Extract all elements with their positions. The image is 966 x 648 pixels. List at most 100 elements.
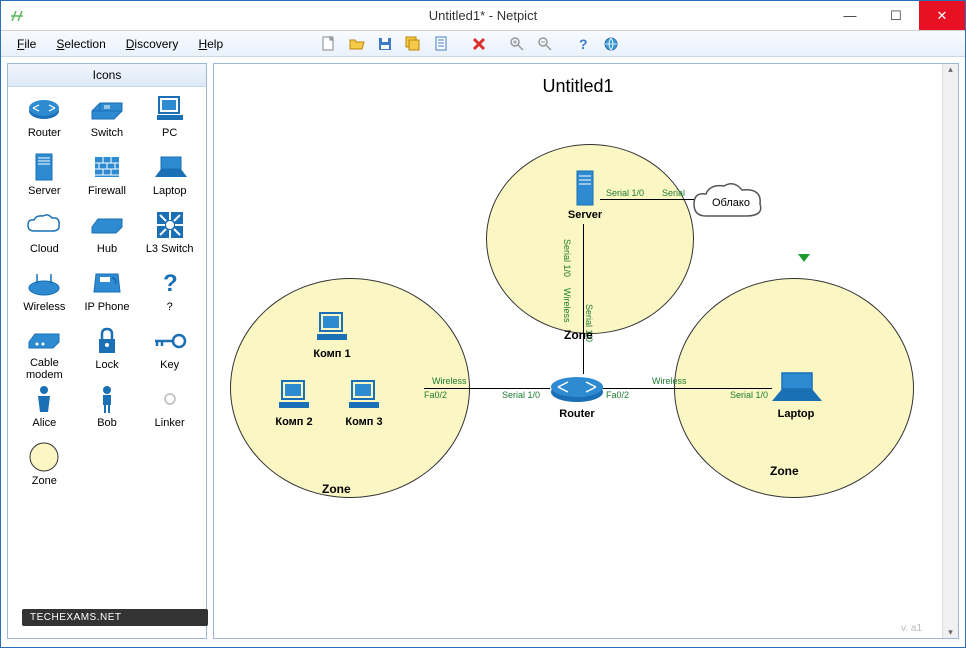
palette-switch[interactable]: Switch: [77, 93, 138, 149]
document-icon[interactable]: [432, 35, 450, 53]
titlebar: Untitled1* - Netpict — ☐ ✕: [1, 1, 965, 31]
selection-marker: [798, 254, 810, 262]
palette-label: Server: [28, 185, 60, 197]
palette-l3switch[interactable]: L3 Switch: [139, 209, 200, 265]
menu-selection[interactable]: Selection: [48, 34, 113, 54]
key-icon: [152, 325, 188, 357]
palette-bob[interactable]: Bob: [77, 383, 138, 439]
cloud-icon: Облако: [690, 180, 766, 224]
link-router-right[interactable]: [598, 388, 772, 389]
techexams-logo: TECHEXAMS.NET: [22, 609, 208, 626]
close-button[interactable]: ✕: [919, 1, 965, 30]
palette-label: Hub: [97, 243, 117, 255]
link-server-router[interactable]: [583, 224, 584, 374]
link-label: Wireless: [562, 288, 572, 323]
palette-alice[interactable]: Alice: [14, 383, 75, 439]
node-comp3[interactable]: Комп 3: [342, 378, 386, 428]
palette-question[interactable]: ??: [139, 267, 200, 323]
node-laptop[interactable]: Laptop: [770, 370, 822, 420]
sidebar-title: Icons: [8, 64, 206, 87]
cloud-icon: [26, 209, 62, 241]
ipphone-icon: [89, 267, 125, 299]
question-icon: ?: [152, 267, 188, 299]
palette-label: L3 Switch: [146, 243, 194, 255]
diagram-canvas[interactable]: Untitled1 Serial 1/0 Serial Serial 1/0 W…: [214, 64, 942, 638]
menu-help[interactable]: Help: [190, 34, 231, 54]
laptop-icon: [770, 370, 822, 406]
palette-label: Bob: [97, 417, 117, 429]
node-label: Router: [559, 408, 594, 420]
node-cloud[interactable]: Облако: [690, 180, 766, 224]
palette-laptop[interactable]: Laptop: [139, 151, 200, 207]
svg-text:?: ?: [579, 36, 588, 52]
palette-ipphone[interactable]: IP Phone: [77, 267, 138, 323]
version-label: v. a1: [901, 623, 922, 634]
palette-server[interactable]: Server: [14, 151, 75, 207]
pc-icon: [152, 93, 188, 125]
link-label: Serial 1/0: [502, 390, 540, 400]
link-label: Wireless: [432, 376, 467, 386]
node-server[interactable]: Server: [563, 171, 607, 221]
new-file-icon[interactable]: [320, 35, 338, 53]
node-label: Комп 1: [313, 348, 350, 360]
delete-icon[interactable]: [470, 35, 488, 53]
menu-discovery[interactable]: Discovery: [118, 34, 187, 54]
link-server-cloud[interactable]: [600, 199, 696, 200]
diagram-title: Untitled1: [214, 76, 942, 97]
switch-icon: [89, 93, 125, 125]
svg-text:?: ?: [163, 270, 178, 297]
save-all-icon[interactable]: [404, 35, 422, 53]
window-controls: — ☐ ✕: [827, 1, 965, 30]
palette-router[interactable]: Router: [14, 93, 75, 149]
laptop-icon: [152, 151, 188, 183]
cablemodem-icon: [26, 325, 62, 355]
zone-label: Zone: [322, 482, 351, 496]
node-label: Laptop: [778, 408, 815, 420]
palette-wireless[interactable]: Wireless: [14, 267, 75, 323]
link-label: Fa0/2: [606, 390, 629, 400]
lock-icon: [89, 325, 125, 357]
bob-icon: [89, 383, 125, 415]
node-router[interactable]: Router: [548, 370, 606, 420]
minimize-button[interactable]: —: [827, 1, 873, 30]
palette-lock[interactable]: Lock: [77, 325, 138, 381]
router-icon: [26, 93, 62, 125]
palette-key[interactable]: Key: [139, 325, 200, 381]
palette-cablemodem[interactable]: Cable modem: [14, 325, 75, 381]
maximize-button[interactable]: ☐: [873, 1, 919, 30]
linker-icon: [152, 383, 188, 415]
menu-file[interactable]: File: [9, 34, 44, 54]
palette-firewall[interactable]: Firewall: [77, 151, 138, 207]
link-left-router[interactable]: [424, 388, 550, 389]
hub-icon: [89, 209, 125, 241]
pc-icon: [310, 310, 354, 346]
globe-icon[interactable]: [602, 35, 620, 53]
link-label: Serial 1/0: [606, 188, 644, 198]
palette-zone[interactable]: Zone: [14, 441, 75, 497]
node-comp1[interactable]: Комп 1: [310, 310, 354, 360]
help-icon[interactable]: ?: [574, 35, 592, 53]
node-comp2[interactable]: Комп 2: [272, 378, 316, 428]
save-icon[interactable]: [376, 35, 394, 53]
palette-label: Alice: [32, 417, 56, 429]
link-label: Serial: [662, 188, 685, 198]
zoom-in-icon[interactable]: [508, 35, 526, 53]
palette-pc[interactable]: PC: [139, 93, 200, 149]
node-label: Server: [568, 209, 602, 221]
palette-label: PC: [162, 127, 177, 139]
vertical-scrollbar[interactable]: [942, 64, 958, 638]
zoom-out-icon[interactable]: [536, 35, 554, 53]
link-label: Fa0/2: [424, 390, 447, 400]
svg-text:Облако: Облако: [712, 197, 750, 209]
palette-label: Router: [28, 127, 61, 139]
palette-linker[interactable]: Linker: [139, 383, 200, 439]
menubar: File Selection Discovery Help ?: [1, 31, 965, 57]
palette-label: Linker: [155, 417, 185, 429]
palette-hub[interactable]: Hub: [77, 209, 138, 265]
palette-cloud[interactable]: Cloud: [14, 209, 75, 265]
icon-palette: Router Switch PC Server Firewall Laptop …: [8, 87, 206, 503]
content-area: Icons Router Switch PC Server Firewall L…: [1, 57, 965, 645]
server-icon: [26, 151, 62, 183]
open-folder-icon[interactable]: [348, 35, 366, 53]
firewall-icon: [89, 151, 125, 183]
